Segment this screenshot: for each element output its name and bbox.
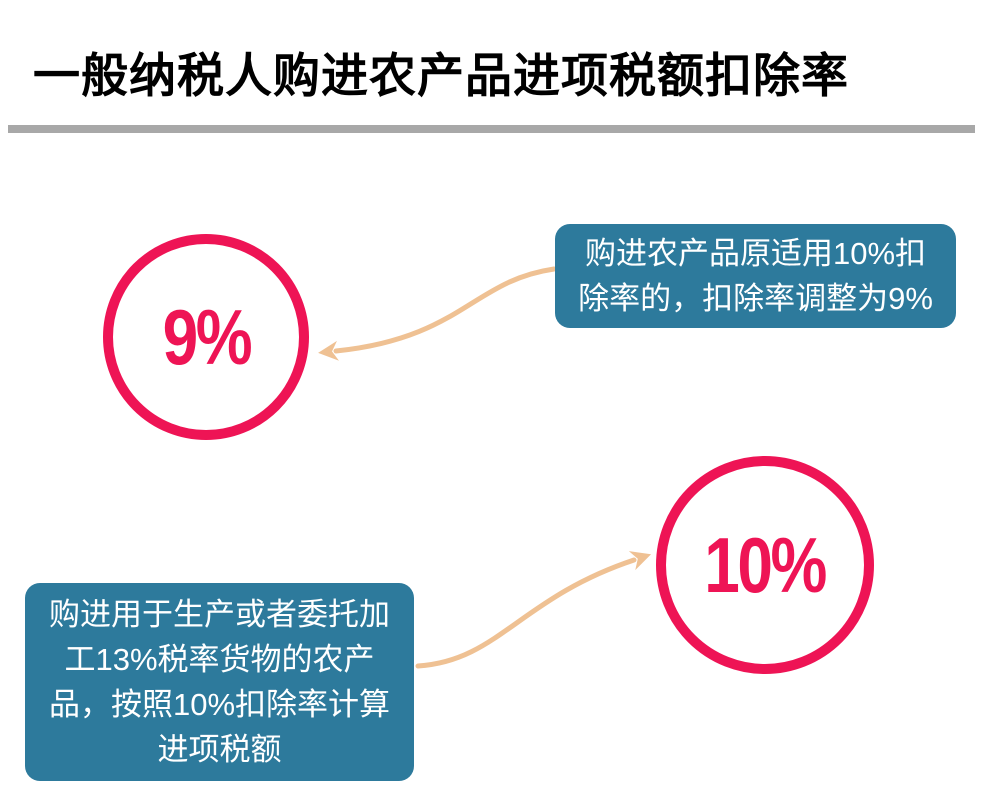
- arrow-to-9-circle-icon: [318, 266, 557, 361]
- page-title: 一般纳税人购进农产品进项税额扣除率: [33, 49, 849, 102]
- rate-circle-9: 9%: [103, 234, 309, 440]
- callout-9: 购进农产品原适用10%扣 除率的，扣除率调整为9%: [555, 224, 956, 328]
- rate-circle-10: 10%: [656, 456, 874, 674]
- arrow-to-10-circle-icon: [415, 551, 652, 669]
- callout-10: 购进用于生产或者委托加 工13%税率货物的农产 品，按照10%扣除率计算 进项税…: [25, 583, 414, 781]
- rate-circle-10-value: 10%: [704, 521, 828, 609]
- callout-10-text: 购进用于生产或者委托加 工13%税率货物的农产 品，按照10%扣除率计算 进项税…: [48, 597, 391, 767]
- callout-9-text: 购进农产品原适用10%扣 除率的，扣除率调整为9%: [578, 236, 933, 316]
- title-divider: [8, 125, 975, 133]
- rate-circle-9-value: 9%: [162, 293, 252, 381]
